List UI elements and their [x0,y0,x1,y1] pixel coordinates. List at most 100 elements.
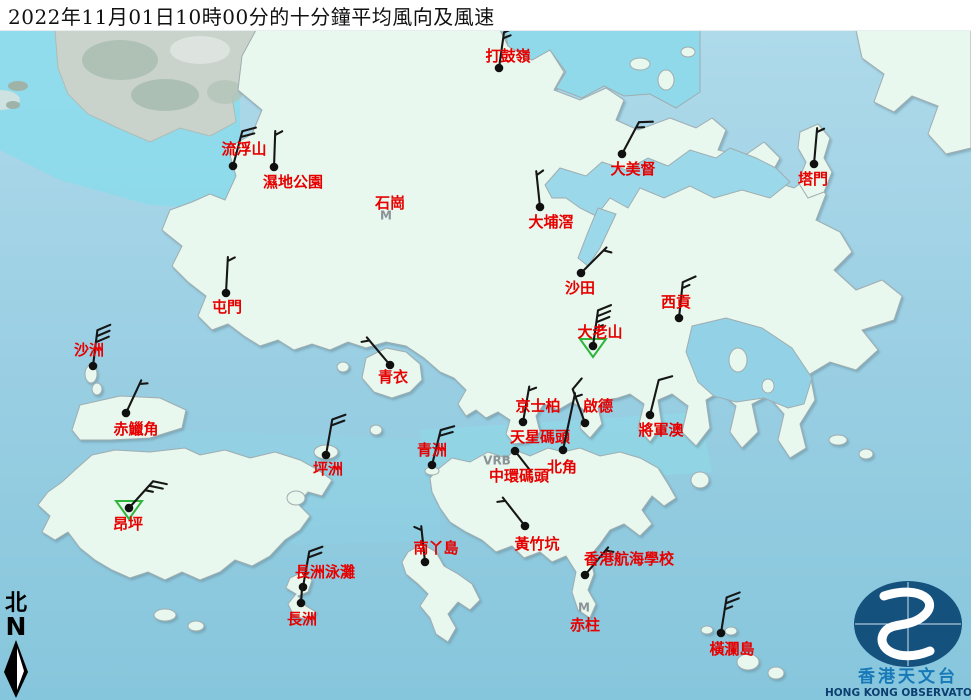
wind-barb [561,392,583,452]
station-chek-lap-kok: 赤鱲角 [113,379,159,438]
land-lamma [401,543,481,643]
station-dot [617,149,627,159]
station-dot [580,570,590,580]
station-label: 赤鱲角 [113,420,158,438]
wind-barb [535,169,545,209]
wind-barb [719,591,741,635]
station-shek-kong: 石崗M [374,194,405,223]
hko-logo-en: HONG KONG OBSERVATORY [825,687,971,699]
station-dot [494,63,504,73]
station-label: 坪洲 [313,460,343,478]
station-label: 石崗 [374,194,405,212]
station-label: 大老山 [577,323,622,341]
wind-barb [496,496,527,528]
wind-barb [513,449,533,473]
wind-barb [324,413,347,457]
wind-barb [124,379,149,415]
station-dot [558,445,568,455]
station-label: 打鼓嶺 [485,47,530,65]
north-compass: 北 N [4,591,28,698]
station-dot [588,341,598,351]
station-tates-cairn: 大老山 [577,304,623,359]
station-cheung-chau-beach: 長洲泳灘 [295,545,355,592]
shenzhen-urban [0,29,269,143]
land-po-toi [736,653,760,671]
station-label: 沙田 [565,279,595,297]
station-label: 大美督 [610,160,655,178]
wind-barb [301,545,324,589]
wind-barb [521,385,538,424]
station-dot [296,598,306,608]
station-label: 南丫島 [413,539,458,557]
hko-logo-swirl [877,587,935,661]
north-arrow [4,640,28,698]
stations-layer: 打鼓嶺流浮山濕地公園石崗M屯門沙洲大美督大埔滘塔門沙田西貢大老山青衣赤鱲角昂坪坪… [74,26,828,658]
port-shelter-islands [629,46,775,394]
water-port-shelter [685,317,813,409]
wind-barb [677,275,697,320]
station-label: 啟德 [583,397,613,415]
title-bar: 2022年11月01日10時00分的十分鐘平均風向及風速 [0,0,971,31]
station-tsing-yi: 青衣 [360,336,408,386]
station-sha-tin: 沙田 [565,246,613,297]
land-soko [153,608,177,622]
station-label: 香港航海學校 [584,550,675,568]
compass-label-en: N [6,612,27,641]
station-dot [510,446,520,456]
station-label: 大埔滘 [528,213,573,231]
land-tung-lung [690,471,710,489]
station-dot [809,159,819,169]
station-waglan-island: 橫瀾島 [709,591,755,658]
station-label: 北角 [547,458,577,476]
wind-barb [648,375,674,417]
station-tai-mei-tuk: 大美督 [610,120,656,178]
map-title: 2022年11月01日10時00分的十分鐘平均風向及風速 [8,4,495,29]
station-dot [420,557,430,567]
wind-barb [360,336,392,367]
land-kau-yi-chau [369,424,383,436]
station-label: 長洲泳灘 [295,563,355,581]
station-note: VRB [483,454,511,468]
wind-barb [620,120,654,156]
land-ma-wan [336,361,350,373]
land-hk-island [429,447,677,619]
station-tseung-kwan-o: 將軍澳 [638,375,684,439]
special-marker-triangle [114,500,144,521]
station-wong-chuk-hang: 黃竹坑 [496,496,560,553]
station-label: 長洲 [287,610,317,628]
station-stanley: 赤柱M [570,601,600,635]
wind-barb [413,525,427,564]
station-label: 赤柱 [570,616,600,634]
station-label: 青衣 [378,368,408,386]
station-note: M [578,601,590,615]
station-dot [121,408,131,418]
station-note: M [380,209,392,223]
station-hk-sea-school: 香港航海學校 [580,546,675,580]
station-label: 中環碼頭 [489,467,550,485]
station-dot [576,268,586,278]
water-starling-inlet [504,29,701,109]
land-lantau [37,447,333,581]
station-dot [269,162,279,172]
wind-barb [430,425,456,467]
station-label: 濕地公園 [263,173,323,191]
station-label: 天星碼頭 [510,428,571,446]
station-label: 青洲 [417,441,447,459]
station-lau-fau-shan: 流浮山 [221,126,267,171]
station-green-island: 青洲 [417,425,456,470]
station-label: 將軍澳 [638,421,684,439]
land-waglan [700,625,714,635]
station-ngong-ping: 昂坪 [113,480,168,533]
station-central-pier: 中環碼頭 [489,467,550,485]
land-airport [71,395,187,441]
station-dot [518,417,528,427]
station-dot [580,418,590,428]
hko-logo-zh: 香港天文台 [858,666,958,687]
station-ta-kwu-ling: 打鼓嶺 [485,26,531,73]
station-dot [385,360,395,370]
station-lamma-island: 南丫島 [413,525,459,567]
land-mirs-bay-east [855,29,971,155]
station-dot [427,460,437,470]
station-label: 屯門 [212,298,242,316]
